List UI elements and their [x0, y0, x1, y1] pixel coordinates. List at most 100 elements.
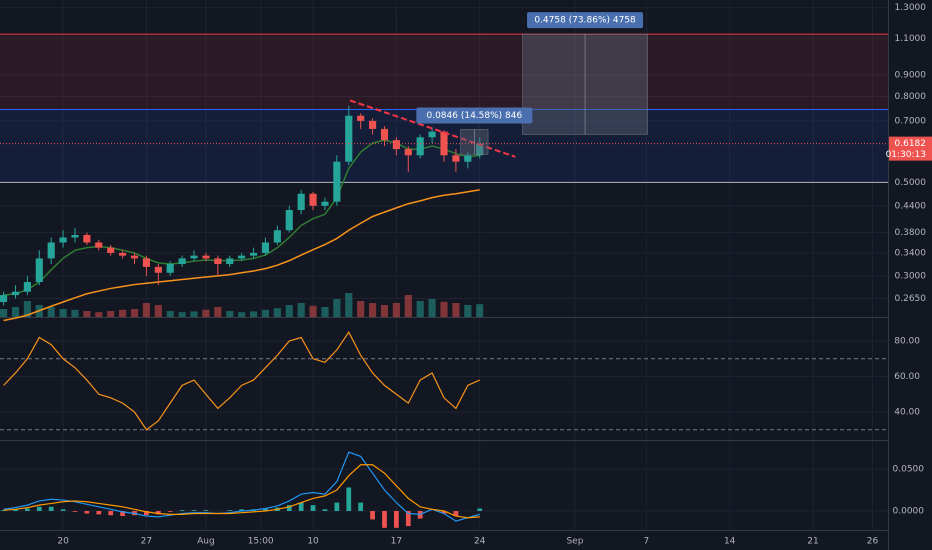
macd-histogram-bar: [227, 510, 233, 512]
volume-bar: [416, 301, 424, 317]
volume-bar: [428, 299, 436, 317]
volume-bar: [249, 311, 258, 317]
candle-body: [285, 209, 293, 231]
macd-histogram-bar: [263, 508, 268, 512]
candle-body: [428, 131, 436, 138]
candle-body: [273, 230, 281, 243]
candle-body: [142, 258, 150, 267]
macd-histogram-bar: [72, 511, 78, 512]
candle-body: [261, 242, 270, 253]
macd-histogram-bar: [60, 509, 66, 512]
y-tick-label: 0.3400: [895, 248, 927, 258]
candle-body: [416, 137, 424, 156]
candle-body: [404, 149, 412, 156]
volume-bar: [11, 307, 20, 317]
volume-bar: [23, 301, 31, 317]
volume-bar: [71, 309, 79, 317]
zone: [0, 34, 888, 110]
volume-bar: [369, 303, 377, 317]
y-tick-label: 40.00: [894, 407, 920, 417]
candle-body: [154, 266, 162, 273]
volume-bar: [83, 311, 91, 317]
rsi-line: [3, 331, 480, 431]
y-tick-label: 60.00: [894, 372, 920, 382]
volume-bar: [285, 305, 293, 317]
macd-histogram-bar: [441, 511, 447, 514]
candle-body: [130, 255, 139, 259]
candle-body: [47, 242, 55, 259]
volume-bar: [226, 311, 234, 317]
volume-bar: [166, 311, 174, 317]
candle-body: [178, 258, 186, 265]
macd-histogram-bar: [120, 511, 125, 517]
candle-body: [83, 235, 91, 243]
candle-body: [392, 140, 400, 150]
macd-histogram-bar: [298, 502, 304, 512]
y-tick-label: 80.00: [894, 337, 920, 347]
macd-histogram-bar: [477, 508, 483, 512]
macd-histogram-bar: [96, 511, 102, 515]
candle-body: [214, 258, 222, 265]
volume-bar: [95, 312, 103, 317]
volume-bar: [345, 293, 353, 317]
candle-body: [95, 242, 103, 248]
volume-bar: [119, 309, 127, 317]
candle-body: [202, 255, 210, 259]
x-tick-label: 10: [307, 537, 319, 547]
volume-bar: [202, 309, 210, 317]
macd-histogram-bar: [310, 505, 316, 512]
macd-histogram-bar: [334, 502, 340, 512]
candle-body: [476, 143, 484, 156]
volume-bar: [440, 301, 448, 317]
macd-histogram-bar: [13, 509, 18, 512]
candle-body: [166, 264, 174, 273]
measure-label: 0.0846 (14.58%) 846: [426, 111, 522, 121]
macd-histogram-bar: [167, 511, 173, 512]
volume-bar: [357, 301, 365, 317]
y-tick-label: 0.3800: [895, 228, 927, 238]
y-tick-label: 0.3000: [895, 271, 927, 281]
x-tick-label: 27: [141, 537, 152, 547]
volume-bar: [107, 311, 115, 317]
volume-bar: [476, 304, 484, 317]
x-tick-label: Sep: [566, 537, 583, 547]
volume-bar: [321, 307, 329, 317]
macd-histogram-bar: [370, 511, 375, 520]
x-tick-label: 26: [867, 537, 879, 547]
y-tick-label: 0.7000: [895, 116, 927, 126]
macd-histogram-bar: [322, 509, 328, 512]
last-price-badge: [889, 136, 932, 161]
volume-bar: [47, 307, 55, 317]
volume-bar: [214, 307, 222, 317]
candle-body: [380, 128, 389, 141]
volume-bar: [190, 311, 198, 317]
countdown-label: 01:30:13: [886, 150, 926, 160]
macd-histogram-bar: [286, 505, 292, 512]
macd-histogram-bar: [84, 511, 90, 514]
x-tick-label: 15:00: [248, 537, 274, 547]
y-tick-label: 0.9000: [895, 70, 927, 80]
volume-bar: [59, 309, 67, 317]
y-tick-label: 1.1000: [895, 34, 927, 44]
candle-body: [369, 120, 377, 129]
candle-body: [119, 252, 127, 256]
volume-bar: [309, 305, 317, 317]
volume-bar: [297, 303, 305, 317]
last-price-label: 0.6182: [895, 139, 927, 149]
macd-line: [3, 451, 480, 522]
macd-histogram-bar: [24, 508, 30, 512]
volume-bar: [130, 309, 139, 317]
y-tick-label: 1.3000: [895, 3, 927, 13]
y-tick-label: 0.5000: [895, 178, 927, 188]
candle-body: [464, 155, 472, 162]
x-tick-label: 7: [643, 537, 649, 547]
macd-histogram-bar: [453, 511, 459, 517]
y-tick-label: 0.2650: [895, 294, 927, 304]
candle-body: [71, 235, 79, 238]
candle-body: [345, 115, 353, 162]
volume-bar: [154, 305, 162, 317]
volume-bar: [452, 303, 460, 317]
candle-body: [0, 295, 8, 302]
